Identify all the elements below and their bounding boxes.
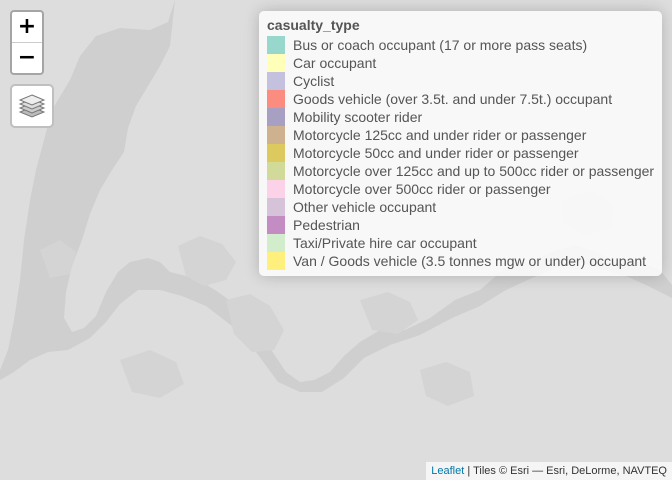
- legend-swatch: [267, 54, 285, 72]
- zoom-control: + −: [10, 10, 44, 75]
- legend-item: Motorcycle 50cc and under rider or passe…: [267, 144, 654, 162]
- layers-button[interactable]: [10, 84, 54, 128]
- legend-label: Pedestrian: [293, 217, 360, 233]
- legend-label: Car occupant: [293, 55, 377, 71]
- legend-item: Pedestrian: [267, 216, 654, 234]
- legend-swatch: [267, 126, 285, 144]
- legend-label: Motorcycle over 500cc rider or passenger: [293, 181, 551, 197]
- urban-area: [226, 294, 284, 352]
- legend-item: Motorcycle over 125cc and up to 500cc ri…: [267, 162, 654, 180]
- urban-area: [120, 350, 184, 398]
- legend-item: Van / Goods vehicle (3.5 tonnes mgw or u…: [267, 252, 654, 270]
- leaflet-link[interactable]: Leaflet: [431, 465, 465, 477]
- urban-area: [360, 292, 418, 334]
- legend-label: Motorcycle 125cc and under rider or pass…: [293, 127, 587, 143]
- land-south: [0, 262, 672, 480]
- tiles-credit: Tiles © Esri — Esri, DeLorme, NAVTEQ: [473, 465, 667, 477]
- legend-swatch: [267, 198, 285, 216]
- legend: casualty_type Bus or coach occupant (17 …: [259, 11, 662, 276]
- legend-label: Motorcycle over 125cc and up to 500cc ri…: [293, 163, 655, 179]
- legend-swatch: [267, 90, 285, 108]
- legend-item: Goods vehicle (over 3.5t. and under 7.5t…: [267, 90, 654, 108]
- legend-items: Bus or coach occupant (17 or more pass s…: [267, 36, 654, 270]
- legend-swatch: [267, 216, 285, 234]
- legend-item: Cyclist: [267, 72, 654, 90]
- legend-label: Bus or coach occupant (17 or more pass s…: [293, 37, 588, 53]
- attribution: Leaflet | Tiles © Esri — Esri, DeLorme, …: [426, 462, 672, 480]
- legend-item: Other vehicle occupant: [267, 198, 654, 216]
- zoom-in-button[interactable]: +: [12, 12, 42, 43]
- legend-item: Bus or coach occupant (17 or more pass s…: [267, 36, 654, 54]
- layers-icon: [18, 94, 46, 118]
- legend-swatch: [267, 36, 285, 54]
- legend-label: Van / Goods vehicle (3.5 tonnes mgw or u…: [293, 253, 647, 269]
- legend-label: Taxi/Private hire car occupant: [293, 235, 477, 251]
- urban-area: [40, 240, 76, 278]
- legend-swatch: [267, 72, 285, 90]
- zoom-out-button[interactable]: −: [17, 45, 37, 70]
- legend-item: Mobility scooter rider: [267, 108, 654, 126]
- legend-title: casualty_type: [267, 17, 360, 33]
- legend-swatch: [267, 252, 285, 270]
- urban-area: [420, 362, 474, 406]
- legend-label: Cyclist: [293, 73, 335, 89]
- legend-label: Other vehicle occupant: [293, 199, 437, 215]
- legend-swatch: [267, 144, 285, 162]
- urban-area: [178, 236, 236, 286]
- legend-item: Taxi/Private hire car occupant: [267, 234, 654, 252]
- legend-swatch: [267, 162, 285, 180]
- legend-label: Mobility scooter rider: [293, 109, 423, 125]
- legend-swatch: [267, 234, 285, 252]
- legend-label: Motorcycle 50cc and under rider or passe…: [293, 145, 579, 161]
- legend-item: Motorcycle over 500cc rider or passenger: [267, 180, 654, 198]
- legend-swatch: [267, 108, 285, 126]
- legend-label: Goods vehicle (over 3.5t. and under 7.5t…: [293, 91, 613, 107]
- legend-swatch: [267, 180, 285, 198]
- attribution-separator: |: [464, 465, 474, 477]
- legend-item: Car occupant: [267, 54, 654, 72]
- legend-item: Motorcycle 125cc and under rider or pass…: [267, 126, 654, 144]
